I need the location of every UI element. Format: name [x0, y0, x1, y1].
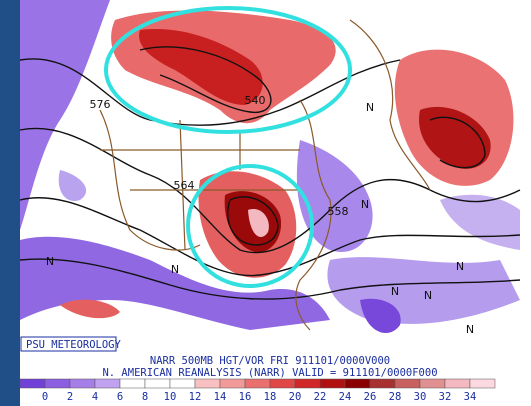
colorbar-label: 4	[92, 391, 98, 403]
boundary	[99, 109, 201, 251]
colorbar-swatch	[19, 378, 46, 389]
colorbar-label: 28	[389, 391, 402, 403]
contour-label: 576	[90, 98, 111, 111]
colorbar-swatch	[194, 378, 221, 389]
contour-label: N	[456, 260, 464, 273]
contour-label: N	[171, 263, 179, 276]
colorbar-swatch	[419, 378, 446, 389]
contour	[139, 46, 272, 114]
colorbar-label: 24	[339, 391, 352, 403]
side-strip	[0, 0, 20, 406]
contour-label: 558	[328, 205, 349, 218]
red-area	[60, 299, 120, 319]
map	[19, 0, 521, 333]
red-area	[419, 106, 491, 169]
right-margin	[522, 0, 531, 406]
highlight-circle	[186, 164, 314, 288]
colorbar-swatch	[269, 378, 296, 389]
contour	[19, 197, 521, 277]
colorbar-label: 22	[314, 391, 327, 403]
header-line: N. AMERICAN REANALYSIS (NARR) VALID = 91…	[102, 367, 437, 379]
colorbar-swatch	[469, 378, 496, 389]
colorbar: 0 2 4 6 8 10 12 14 16 18 20 22 24 26 28 30 32 34	[19, 378, 496, 403]
colorbar-swatch	[94, 378, 121, 389]
contour-label: N	[466, 323, 474, 336]
colorbar-label: 10	[164, 391, 177, 403]
purple-area	[20, 0, 110, 230]
colorbar-label: 14	[214, 391, 227, 403]
contour	[429, 116, 486, 169]
colorbar-label: 32	[439, 391, 452, 403]
contour	[19, 258, 521, 300]
boundary	[295, 99, 332, 331]
contour	[19, 58, 401, 126]
colorbar-swatch	[444, 378, 471, 389]
colorbar-label: 34	[464, 391, 477, 403]
colorbar-swatch	[119, 378, 146, 389]
colorbar-label: 16	[239, 391, 252, 403]
colorbar-swatch	[169, 378, 196, 389]
colorbar-swatch	[219, 378, 246, 389]
contour-label: N	[391, 285, 399, 298]
colorbar-swatch	[319, 378, 346, 389]
colorbar-label: 8	[142, 391, 148, 403]
colorbar-swatch	[294, 378, 321, 389]
boundary	[349, 19, 431, 191]
colorbar-swatch	[244, 378, 271, 389]
boundary	[100, 119, 300, 251]
colorbar-label: 20	[289, 391, 302, 403]
contour-label: N	[46, 255, 54, 268]
contour	[19, 127, 521, 254]
colorbar-swatch	[394, 378, 421, 389]
colorbar-label: 6	[117, 391, 123, 403]
colorbar-label: 12	[189, 391, 202, 403]
purple-area	[20, 236, 330, 330]
red-area	[248, 209, 269, 237]
colorbar-label: 30	[414, 391, 427, 403]
contour-label: N	[361, 198, 369, 211]
colorbar-label: 26	[364, 391, 377, 403]
purple-area	[58, 170, 87, 201]
highlight-circle	[104, 6, 352, 134]
colorbar-swatch	[144, 378, 171, 389]
contour-label: N	[424, 289, 432, 302]
credit: PSU METEOROLOGY	[26, 339, 122, 351]
purple-area	[360, 298, 401, 333]
colorbar-label: 0	[42, 391, 48, 403]
colorbar-label: 18	[264, 391, 277, 403]
colorbar-label: 2	[67, 391, 73, 403]
colorbar-swatch	[369, 378, 396, 389]
colorbar-swatch	[69, 378, 96, 389]
colorbar-swatch	[344, 378, 371, 389]
credit-box	[20, 336, 117, 352]
red-area	[139, 29, 263, 105]
header-line: NARR 500MB HGT/VOR FRI 911101/0000V000	[150, 355, 390, 367]
contour	[227, 196, 279, 246]
colorbar-swatch	[44, 378, 71, 389]
contour-label: 564	[174, 179, 195, 192]
contour-label: 540	[245, 94, 266, 107]
contour-label: N	[366, 101, 374, 114]
